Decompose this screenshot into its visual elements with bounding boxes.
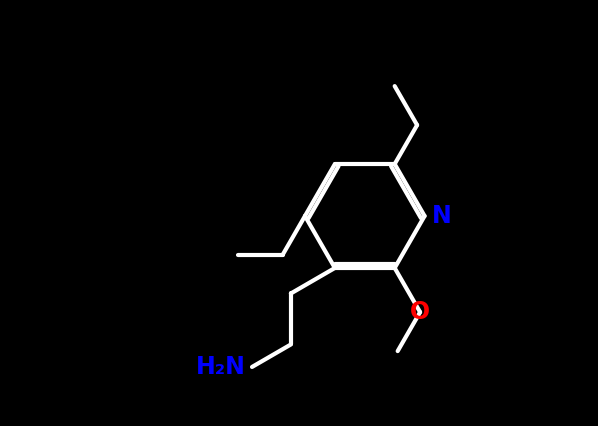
Text: N: N bbox=[432, 204, 452, 228]
Text: H₂N: H₂N bbox=[196, 355, 246, 379]
Text: O: O bbox=[410, 300, 430, 324]
